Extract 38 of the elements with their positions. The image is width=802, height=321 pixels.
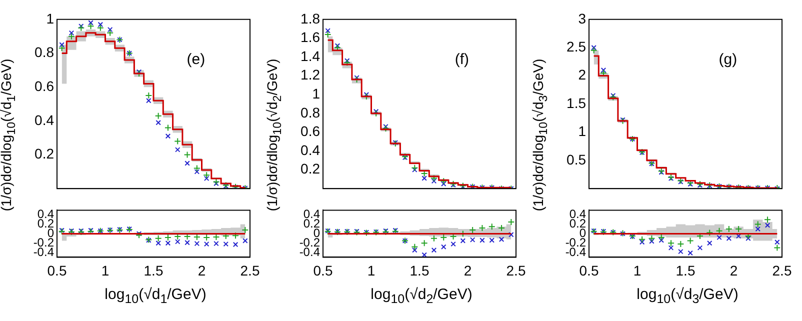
- y-tick-label: 3: [578, 10, 586, 26]
- x-tick-label: 2: [730, 262, 738, 278]
- annotation: (g): [718, 51, 738, 68]
- annotation: (f): [454, 51, 470, 68]
- y-tick-label: 0.8: [34, 44, 54, 60]
- x-tick-label: 1.5: [144, 262, 164, 278]
- x-tick-label: 2.5: [240, 262, 260, 278]
- y-tick-label: 0.4: [34, 112, 54, 128]
- annotation: (e): [186, 51, 206, 68]
- y-tick-label: 2: [578, 66, 586, 83]
- x-tick-label: 2: [198, 262, 206, 278]
- y-tick-label: 1.6: [300, 29, 320, 46]
- y-tick-label: 0.2: [34, 146, 54, 162]
- x-tick-label: 2.5: [506, 262, 526, 278]
- y-tick-label: 0.4: [300, 142, 320, 158]
- y-tick-label: 0.2: [300, 160, 320, 177]
- x-axis-title: log$_{10}$(√d$_{2}$/GeV): [370, 286, 474, 306]
- y-tick-label: 1.8: [300, 10, 320, 26]
- x-tick-label: 1: [101, 262, 110, 278]
- y-tick-label: 0.6: [300, 123, 320, 140]
- x-tick-label: 2: [464, 262, 472, 278]
- y-tick-label: 1: [46, 10, 54, 26]
- x-axis-title: log$_{10}$(√d$_{1}$/GeV): [104, 286, 208, 306]
- y-tick-label: 0.5: [566, 151, 586, 168]
- x-tick-label: 1.5: [676, 262, 696, 278]
- y-tick-label: 0.8: [300, 104, 320, 120]
- y-tick-label: 1: [578, 123, 586, 140]
- y-tick-label: 2.5: [566, 38, 586, 54]
- y-tick-label: 0.6: [34, 78, 54, 94]
- x-tick-label: 2.5: [772, 262, 792, 278]
- x-tick-label: 1.5: [410, 262, 430, 278]
- x-tick-label: 1: [633, 262, 642, 278]
- x-axis-title: log$_{10}$(√d$_{3}$/GeV): [636, 286, 740, 306]
- x-tick-label: 1: [367, 262, 376, 278]
- y-tick-label: 1.4: [300, 48, 320, 64]
- y-tick-label: 1.2: [300, 66, 320, 83]
- y-tick-label: 1.5: [566, 94, 586, 111]
- y-tick-label: 1: [312, 85, 320, 102]
